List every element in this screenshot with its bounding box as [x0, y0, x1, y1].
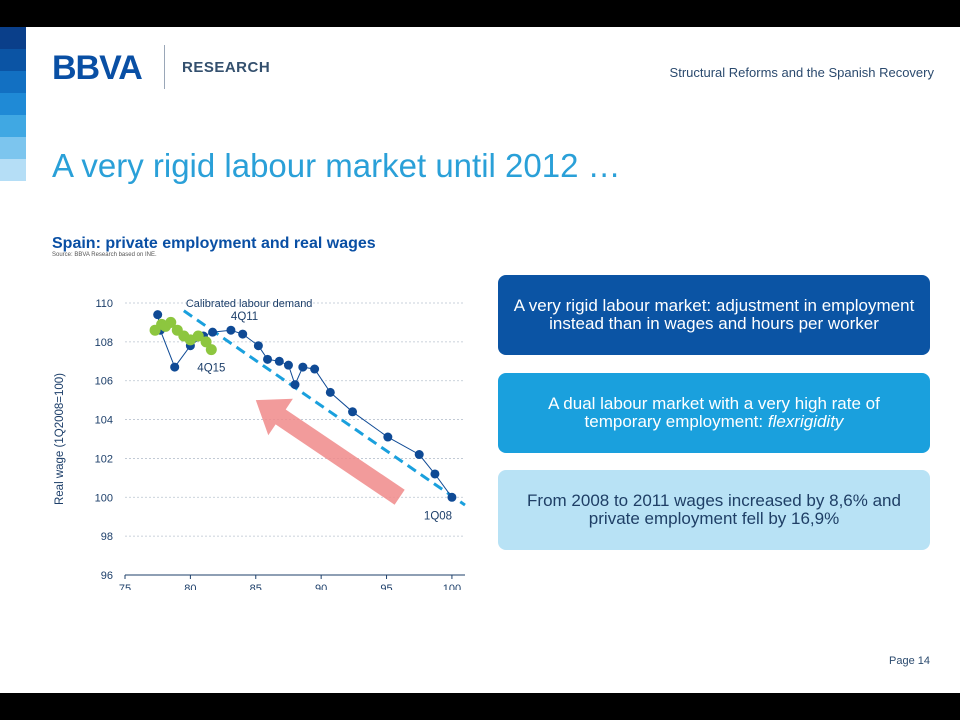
- x-tick-label: 90: [315, 583, 327, 590]
- x-tick-label: 80: [184, 583, 196, 590]
- y-tick-label: 102: [95, 453, 113, 465]
- point-annotation: 4Q11: [231, 311, 258, 323]
- presentation-title: Structural Reforms and the Spanish Recov…: [669, 65, 934, 80]
- box-text: A very rigid labour market: adjustment i…: [513, 296, 915, 333]
- message-box-wages-employment: From 2008 to 2011 wages increased by 8,6…: [498, 470, 930, 550]
- x-tick-label: 75: [119, 583, 131, 590]
- brand-stripe: [0, 49, 26, 71]
- data-point: [310, 364, 320, 374]
- data-point-recent: [192, 330, 204, 342]
- box-text: A dual labour market with a very high ra…: [548, 394, 880, 431]
- point-annotation: 4Q15: [197, 363, 225, 375]
- scatter-chart: 96981001021041061081107580859095100Emplo…: [54, 298, 466, 590]
- brand-stripe: [0, 159, 26, 181]
- message-box-rigid-market: A very rigid labour market: adjustment i…: [498, 275, 930, 355]
- data-point: [274, 356, 284, 366]
- data-point: [170, 362, 180, 372]
- data-point: [208, 327, 218, 337]
- box-emphasis: flexrigidity: [767, 412, 844, 431]
- bbva-logo: BBVA: [52, 49, 143, 87]
- message-box-dual-market: A dual labour market with a very high ra…: [498, 373, 930, 453]
- chart-title: Spain: private employment and real wages: [52, 235, 376, 252]
- chart-source: Source: BBVA Research based on INE.: [52, 252, 157, 258]
- data-point: [226, 325, 236, 335]
- data-point: [283, 360, 293, 370]
- y-tick-label: 96: [101, 570, 113, 582]
- logo-divider: [164, 45, 165, 89]
- y-axis-title: Real wage (1Q2008=100): [54, 373, 66, 505]
- brand-stripe: [0, 93, 26, 115]
- y-tick-label: 110: [95, 298, 113, 310]
- brand-stripe: [0, 137, 26, 159]
- slide: BBVA RESEARCH Structural Reforms and the…: [0, 27, 960, 693]
- page-number: Page 14: [889, 655, 930, 667]
- x-tick-label: 85: [250, 583, 262, 590]
- data-point-recent: [165, 316, 177, 328]
- trend-arrow: [255, 398, 405, 505]
- demand-line-label: Calibrated labour demand: [186, 298, 313, 310]
- x-tick-label: 100: [443, 583, 461, 590]
- y-tick-label: 106: [95, 376, 113, 388]
- data-point: [348, 407, 358, 417]
- brand-stripe: [0, 71, 26, 93]
- box-text: From 2008 to 2011 wages increased by 8,6…: [527, 491, 901, 528]
- y-tick-label: 98: [101, 531, 113, 543]
- y-tick-label: 100: [95, 492, 113, 504]
- brand-stripe: [0, 115, 26, 137]
- data-point: [253, 341, 263, 351]
- data-point: [447, 492, 457, 502]
- x-tick-label: 95: [380, 583, 392, 590]
- y-tick-label: 104: [95, 415, 113, 427]
- division-label: RESEARCH: [182, 59, 271, 76]
- data-point: [263, 354, 273, 364]
- data-point: [238, 329, 248, 339]
- data-point: [325, 387, 335, 397]
- slide-title: A very rigid labour market until 2012 …: [52, 147, 621, 184]
- data-point-recent: [205, 344, 217, 356]
- brand-stripe: [0, 27, 26, 49]
- point-annotation: 1Q08: [424, 510, 452, 522]
- data-point: [298, 362, 308, 372]
- data-point-recent: [200, 336, 212, 348]
- data-point: [414, 450, 424, 460]
- data-point: [430, 469, 440, 479]
- y-tick-label: 108: [95, 337, 113, 349]
- data-point: [153, 310, 163, 320]
- data-point: [290, 380, 300, 390]
- data-point: [383, 432, 393, 442]
- demand-line: [182, 309, 466, 507]
